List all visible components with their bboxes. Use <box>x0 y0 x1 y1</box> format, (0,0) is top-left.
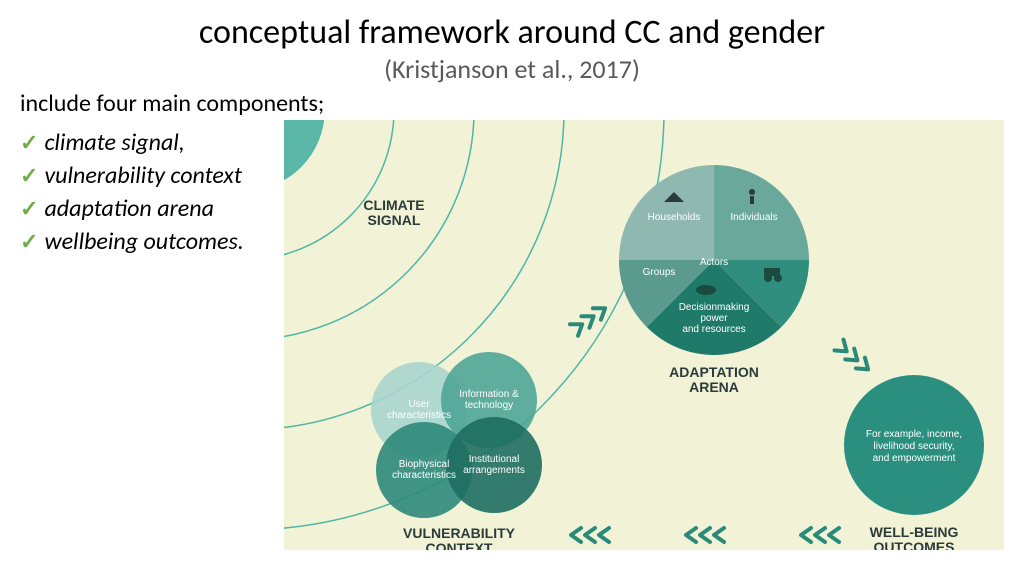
svg-text:power: power <box>700 313 728 324</box>
bullet-text: climate signal, <box>44 128 184 157</box>
bullet-text: adaptation arena <box>44 194 213 223</box>
check-icon: ✓ <box>20 162 38 189</box>
svg-text:Households: Households <box>648 212 701 223</box>
svg-text:WELL-BEING: WELL-BEING <box>870 524 959 540</box>
svg-text:VULNERABILITY: VULNERABILITY <box>403 525 516 541</box>
svg-text:arrangements: arrangements <box>463 465 525 476</box>
svg-text:Individuals: Individuals <box>730 212 777 223</box>
svg-text:CONTEXT: CONTEXT <box>426 540 493 550</box>
svg-text:SIGNAL: SIGNAL <box>368 212 421 228</box>
svg-text:technology: technology <box>465 400 513 411</box>
svg-text:Decisionmaking: Decisionmaking <box>679 302 750 313</box>
slide-title: conceptual framework around CC and gende… <box>0 12 1024 53</box>
check-icon: ✓ <box>20 195 38 222</box>
svg-text:CLIMATE: CLIMATE <box>363 197 424 213</box>
diagram-svg: CLIMATESIGNALUsercharacteristicsInformat… <box>284 120 1004 550</box>
svg-text:User: User <box>408 399 430 410</box>
bullet-text: wellbeing outcomes. <box>44 227 243 256</box>
slide-subtitle: (Kristjanson et al., 2017) <box>0 53 1024 85</box>
check-icon: ✓ <box>20 129 38 156</box>
svg-text:ARENA: ARENA <box>689 379 739 395</box>
framework-diagram: CLIMATESIGNALUsercharacteristicsInformat… <box>284 120 1004 550</box>
svg-text:and empowerment: and empowerment <box>873 453 956 464</box>
svg-text:Institutional: Institutional <box>469 454 520 465</box>
subheading: include four main components; <box>0 85 1024 124</box>
svg-text:For example, income,: For example, income, <box>866 429 962 440</box>
svg-text:and resources: and resources <box>682 324 745 335</box>
svg-text:ADAPTATION: ADAPTATION <box>669 364 759 380</box>
svg-text:characteristics: characteristics <box>387 410 451 421</box>
svg-text:livelihood security,: livelihood security, <box>874 441 955 452</box>
svg-text:Actors: Actors <box>700 257 728 268</box>
svg-text:Groups: Groups <box>643 267 676 278</box>
svg-text:OUTCOMES: OUTCOMES <box>874 539 955 550</box>
svg-text:Biophysical: Biophysical <box>399 459 450 470</box>
bullet-text: vulnerability context <box>44 161 241 190</box>
svg-text:characteristics: characteristics <box>392 470 456 481</box>
check-icon: ✓ <box>20 228 38 255</box>
svg-text:Information &: Information & <box>459 389 519 400</box>
